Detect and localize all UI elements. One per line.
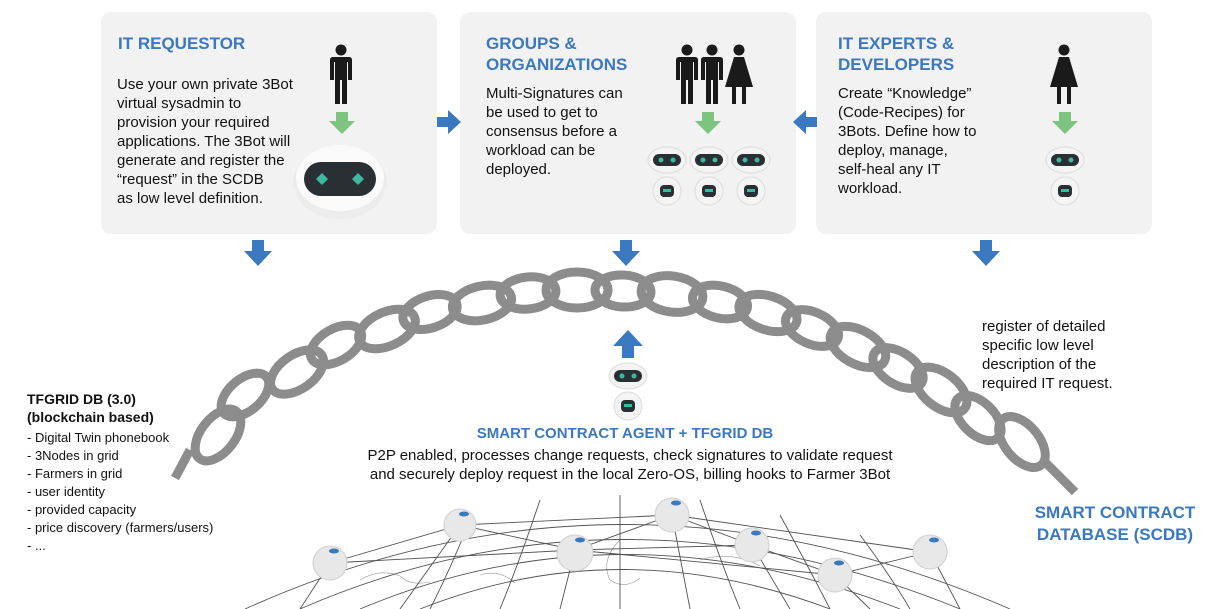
list-item: - 3Nodes in grid xyxy=(27,448,119,463)
scdb-label: SMART CONTRACT DATABASE (SCDB) xyxy=(1034,503,1196,544)
woman-icon xyxy=(1050,44,1078,104)
tfgrid-title: TFGRID DB (3.0) (blockchain based) xyxy=(27,391,154,425)
panel-title: IT EXPERTS & DEVELOPERS xyxy=(838,34,955,74)
bot-icon xyxy=(647,146,687,206)
arrow-icon xyxy=(437,110,461,134)
list-item: - provided capacity xyxy=(27,502,137,517)
panel-body: Create “Knowledge” (Code-Recipes) for 3B… xyxy=(838,85,977,197)
panel-body: Multi-Signatures can be used to get to c… xyxy=(486,85,623,178)
arrow-icon xyxy=(612,240,640,266)
panel-groups-organizations: GROUPS & ORGANIZATIONS Multi-Signatures … xyxy=(460,12,796,234)
woman-icon xyxy=(725,44,753,104)
panel-it-requestor: IT REQUESTOR Use your own private 3Bot v… xyxy=(101,12,437,234)
arrow-icon xyxy=(695,112,721,134)
arrow-icon xyxy=(244,240,272,266)
list-item: - Digital Twin phonebook xyxy=(27,430,170,445)
bot-icon xyxy=(293,145,387,219)
bot-icon xyxy=(1045,146,1085,206)
list-item: - Farmers in grid xyxy=(27,466,123,481)
arrow-icon xyxy=(793,110,817,134)
panel-body: Use your own private 3Bot virtual sysadm… xyxy=(117,76,293,207)
bot-icon xyxy=(689,146,729,206)
panel-it-experts-developers: IT EXPERTS & DEVELOPERS Create “Knowledg… xyxy=(816,12,1152,234)
panel-title: GROUPS & ORGANIZATIONS xyxy=(486,34,628,74)
person-icon xyxy=(701,44,723,104)
tfgrid-list: - Digital Twin phonebook - 3Nodes in gri… xyxy=(27,429,213,555)
list-item: - ... xyxy=(27,538,46,553)
scdb-note: register of detailed specific low level … xyxy=(982,318,1113,392)
arrow-icon xyxy=(1052,112,1078,134)
smart-contract-agent-description: P2P enabled, processes change requests, … xyxy=(367,447,893,483)
arrow-icon xyxy=(329,112,355,134)
bot-icon xyxy=(731,146,771,206)
bot-icon xyxy=(608,362,648,421)
arrow-icon xyxy=(972,240,1000,266)
smart-contract-agent-title: SMART CONTRACT AGENT + TFGRID DB xyxy=(476,425,774,442)
person-icon xyxy=(330,44,352,104)
panel-title: IT REQUESTOR xyxy=(118,34,246,53)
list-item: - user identity xyxy=(27,484,106,499)
list-item: - price discovery (farmers/users) xyxy=(27,520,214,535)
person-icon xyxy=(676,44,698,104)
arrow-icon xyxy=(613,330,643,358)
